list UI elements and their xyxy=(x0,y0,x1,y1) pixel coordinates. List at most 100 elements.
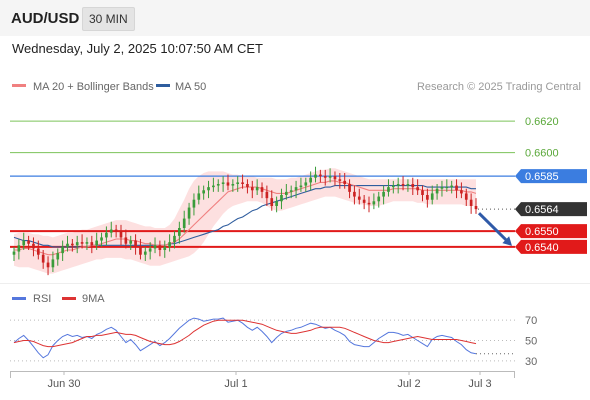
candle-body xyxy=(348,184,351,192)
x-tick-label: Jul 2 xyxy=(397,378,420,390)
candle-body xyxy=(265,191,269,199)
candle-body xyxy=(260,187,264,192)
candle-body xyxy=(36,248,40,255)
candle-body xyxy=(163,246,167,250)
candle-body xyxy=(294,187,298,191)
candle-body xyxy=(275,201,278,206)
candle-body xyxy=(202,190,205,194)
candle-body xyxy=(367,202,371,205)
candle-body xyxy=(226,182,230,186)
level-label-0.6585: 0.6585 xyxy=(525,171,559,183)
candle-body xyxy=(197,193,201,200)
candle-body xyxy=(455,185,458,191)
candle-body xyxy=(187,207,191,219)
candle-body xyxy=(148,248,152,252)
rsi-legend-swatch xyxy=(12,297,26,300)
candle-body xyxy=(95,240,99,246)
candle-body xyxy=(328,176,332,178)
candle-body xyxy=(450,185,454,188)
level-label-0.6550: 0.6550 xyxy=(525,226,559,238)
main-plot: 0.6620 0.6600 0.6585 0.6564 0.6550 0.6540 xyxy=(0,116,590,284)
candle-body xyxy=(173,235,176,243)
candle-body xyxy=(285,191,288,195)
candle-body xyxy=(231,184,235,186)
candle-body xyxy=(75,242,79,246)
candle-body xyxy=(12,251,16,255)
candle-body xyxy=(469,199,473,206)
candle-body xyxy=(416,187,419,191)
candle-body xyxy=(105,232,108,238)
candle-body xyxy=(391,185,395,188)
candle-body xyxy=(309,177,312,183)
candle-body xyxy=(85,242,89,244)
candle-body xyxy=(32,243,35,249)
level-tag-0.6550 xyxy=(515,224,587,239)
candle-body xyxy=(80,242,84,244)
candle-body xyxy=(445,187,449,189)
candle-body xyxy=(61,246,64,254)
candle-body xyxy=(168,242,171,247)
level-label-0.6564: 0.6564 xyxy=(525,204,559,216)
chart-datetime: Wednesday, July 2, 2025 10:07:50 AM CET xyxy=(12,41,263,56)
candle-body xyxy=(236,182,240,184)
ma20-legend-swatch xyxy=(12,84,26,87)
credit-text: Research © 2025 Trading Central xyxy=(417,81,581,93)
level-tag-0.6540 xyxy=(515,239,587,254)
candle-body xyxy=(56,253,60,260)
candle-body xyxy=(178,228,181,236)
candle-body xyxy=(319,174,322,177)
candle-body xyxy=(22,240,26,246)
candle-body xyxy=(90,242,94,246)
candle-body xyxy=(401,184,405,186)
candle-body xyxy=(387,187,390,192)
candle-body xyxy=(299,185,303,188)
candle-body xyxy=(27,240,30,244)
candle-body xyxy=(139,246,142,255)
candle-body xyxy=(323,176,327,178)
candle-body xyxy=(119,231,123,238)
candle-body xyxy=(430,193,434,200)
candle-body xyxy=(250,187,254,191)
level-label-0.6600: 0.6600 xyxy=(525,148,559,160)
candle-body xyxy=(124,237,128,244)
rsi-tick-label-50: 50 xyxy=(525,336,537,348)
ma50-legend-swatch xyxy=(156,84,170,87)
candle-body xyxy=(212,185,215,188)
x-tick-label: Jun 30 xyxy=(47,378,80,390)
candle-body xyxy=(129,240,133,244)
candle-body xyxy=(411,184,415,188)
candle-body xyxy=(241,182,244,184)
candle-body xyxy=(396,184,400,186)
candle-body xyxy=(71,243,74,246)
rsi-series-rsi xyxy=(13,317,477,359)
candle-body xyxy=(51,259,55,268)
candle-body xyxy=(109,229,113,233)
level-label-0.6620: 0.6620 xyxy=(525,116,559,128)
candle-body xyxy=(41,254,45,263)
rsi-ma-legend-swatch xyxy=(62,297,76,300)
candle-body xyxy=(314,174,317,178)
projection-arrow-shaft xyxy=(477,212,510,243)
candle-body xyxy=(333,176,337,180)
candle-body xyxy=(114,229,118,232)
candle-body xyxy=(192,199,196,208)
ma50-legend-label: MA 50 xyxy=(175,81,206,93)
candle-body xyxy=(460,190,463,194)
candle-body xyxy=(255,187,259,191)
candle-body xyxy=(426,195,429,200)
candle-body xyxy=(66,243,69,247)
candle-body xyxy=(362,199,366,203)
candle-body xyxy=(474,206,478,210)
candle-body xyxy=(270,198,274,206)
x-axis: Jun 30 Jul 1 Jul 2 Jul 3 xyxy=(10,371,515,390)
instrument-title: AUD/USD xyxy=(11,10,80,27)
candle-body xyxy=(216,184,220,186)
candle-body xyxy=(440,187,444,189)
chart-header: AUD/USD 30 MIN xyxy=(0,0,590,36)
candle-body xyxy=(338,179,342,181)
candle-body xyxy=(464,193,468,200)
level-tag-0.6585 xyxy=(515,169,587,184)
timeframe-button[interactable]: 30 MIN xyxy=(82,7,135,31)
candle-body xyxy=(134,240,137,247)
